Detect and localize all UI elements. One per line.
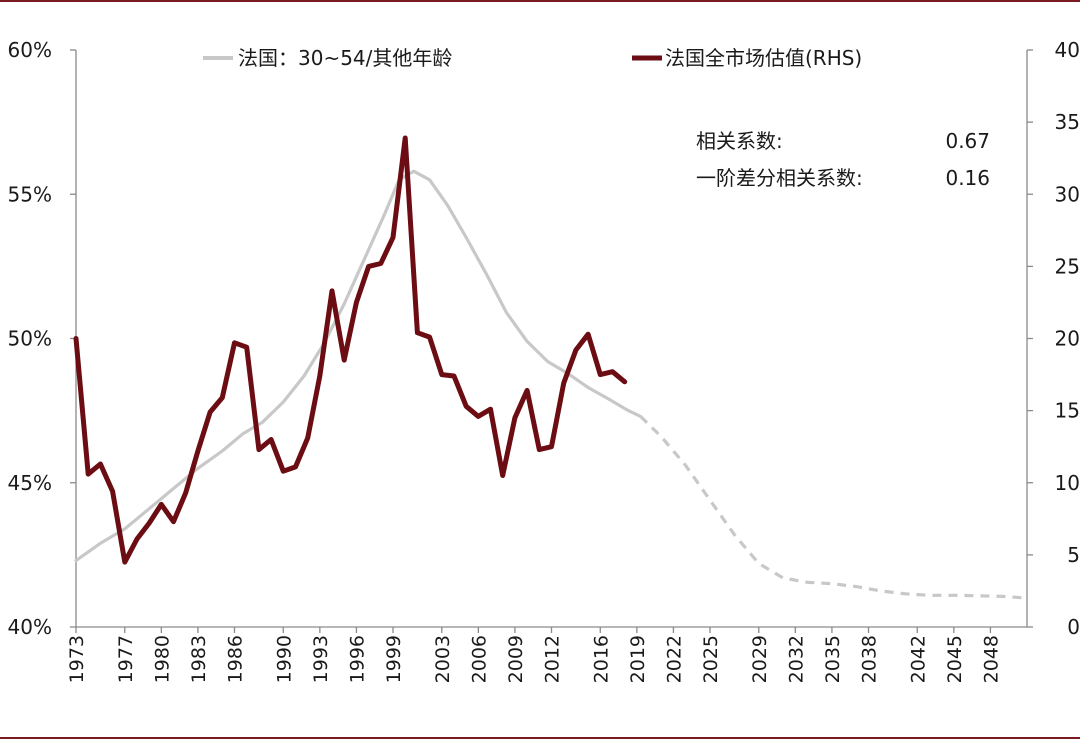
legend-label-market-valuation: 法国全市场估值(RHS)	[665, 46, 862, 70]
right-tick-label: 20	[1055, 327, 1080, 351]
right-tick-label: 10	[1055, 471, 1080, 495]
x-tick-label: 2006	[468, 635, 490, 683]
correlation-value: 0.67	[945, 129, 990, 153]
correlation-annotation: 相关系数: 0.67 一阶差分相关系数: 0.16	[696, 129, 990, 190]
x-tick-label: 2012	[542, 635, 564, 683]
left-tick-label: 40%	[8, 615, 52, 639]
right-tick-label: 0	[1067, 615, 1080, 639]
right-tick-label: 40	[1055, 38, 1080, 62]
x-tick-label: 1986	[225, 635, 247, 683]
x-tick-label: 2048	[980, 635, 1002, 683]
left-tick-label: 50%	[8, 327, 52, 351]
x-tick-label: 2045	[944, 635, 966, 683]
x-tick-label: 2035	[822, 635, 844, 683]
x-tick-label: 1977	[115, 635, 137, 683]
top-border	[0, 0, 1080, 2]
diff-correlation-label: 一阶差分相关系数:	[696, 166, 863, 190]
x-tick-label: 2016	[590, 635, 612, 683]
x-tick-label: 1980	[151, 635, 173, 683]
x-tick-label: 2032	[785, 635, 807, 683]
x-tick-label: 2029	[749, 635, 771, 683]
right-tick-label: 25	[1055, 254, 1080, 278]
x-tick-label: 1993	[310, 635, 332, 683]
x-tick-label: 2019	[627, 635, 649, 683]
x-tick-label: 2009	[505, 635, 527, 683]
left-tick-label: 55%	[8, 182, 52, 206]
bottom-border	[0, 737, 1080, 739]
x-tick-label: 1990	[273, 635, 295, 683]
legend: 法国：30~54/其他年龄 法国全市场估值(RHS)	[203, 46, 862, 70]
right-tick-label: 5	[1067, 543, 1080, 567]
left-tick-label: 45%	[8, 471, 52, 495]
x-tick-label: 2003	[432, 635, 454, 683]
x-tick-label: 2025	[700, 635, 722, 683]
right-tick-label: 30	[1055, 182, 1080, 206]
x-tick-label: 2022	[663, 635, 685, 683]
x-tick-label: 2038	[859, 635, 881, 683]
left-tick-label: 60%	[8, 38, 52, 62]
series-line-market-valuation	[73, 135, 628, 565]
series-lines	[73, 135, 1028, 600]
x-tick-label: 1983	[188, 635, 210, 683]
legend-label-population-ratio: 法国：30~54/其他年龄	[238, 46, 452, 70]
right-tick-label: 15	[1055, 399, 1080, 423]
x-tick-label: 2042	[907, 635, 929, 683]
diff-correlation-value: 0.16	[945, 166, 990, 190]
x-tick-label: 1996	[346, 635, 368, 683]
correlation-label: 相关系数:	[696, 129, 783, 153]
x-tick-label: 1973	[66, 635, 88, 683]
series-line-population-ratio-forecast	[639, 415, 1028, 600]
right-tick-label: 35	[1055, 110, 1080, 134]
x-tick-label: 1999	[383, 635, 405, 683]
